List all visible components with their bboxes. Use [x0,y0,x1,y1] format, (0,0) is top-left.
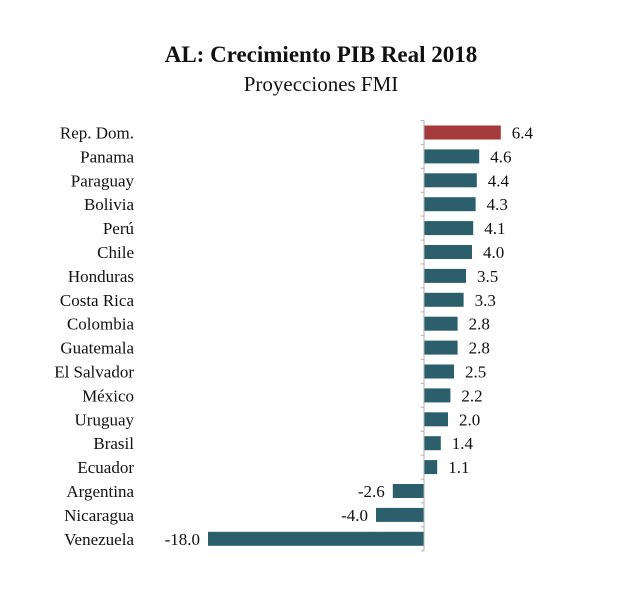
category-label: México [82,386,134,405]
bar-6 [424,268,466,283]
value-label: 2.2 [461,386,482,405]
category-label: Rep. Dom. [60,124,134,143]
value-label: 2.8 [469,339,490,358]
value-label: 4.0 [483,243,504,262]
category-label: Uruguay [75,410,135,429]
value-label: 2.5 [465,363,486,382]
value-label: 2.0 [459,410,480,429]
category-label: Costa Rica [60,291,135,310]
category-label: Chile [97,243,134,262]
category-labels-group: Rep. Dom. Panama Paraguay Bolivia Perú Chile H… [54,124,134,549]
value-label: -18.0 [165,530,200,549]
value-labels-group: 6.44.6 4.4 4.3 4.1 4.0 3.5 3.3 2.8 2.8 2.5 2.2 2.0 1… [165,124,534,549]
bar-14 [424,460,438,475]
bar-7 [424,292,464,307]
axis-ticks-group [421,120,424,552]
chart-title: AL: Crecimiento PIB Real 2018 [165,42,478,67]
category-label: Brasil [93,434,134,453]
bar-3 [424,197,476,212]
category-label: Venezuela [64,530,134,549]
category-label: Nicaragua [64,506,134,525]
bar-4 [424,221,474,236]
category-label: Honduras [68,267,134,286]
bar-11 [424,388,451,403]
bar-9 [424,340,458,355]
bar-5 [424,245,472,259]
category-label: Panama [80,147,134,166]
value-label: 1.1 [448,458,469,477]
value-label: 6.4 [512,124,534,143]
category-label: Paraguay [71,171,135,190]
bar-16 [376,507,424,522]
bar-15 [392,484,424,498]
category-label: Colombia [67,315,135,334]
category-label: El Salvador [54,363,134,382]
bar-13 [424,436,441,451]
value-label: 2.8 [469,315,490,334]
value-label: 4.3 [487,195,508,214]
category-label: Perú [103,219,135,238]
value-label: 4.6 [490,147,511,166]
category-label: Ecuador [77,458,134,477]
value-label: 4.4 [488,171,510,190]
bar-12 [424,412,448,427]
category-label: Guatemala [60,339,134,358]
value-label: 4.1 [484,219,505,238]
value-label: 3.3 [475,291,496,310]
bar-8 [424,316,458,331]
value-label: -2.6 [358,482,385,501]
value-label: -4.0 [341,506,368,525]
bar-10 [424,364,454,379]
value-label: 3.5 [477,267,498,286]
value-label: 1.4 [452,434,474,453]
category-label: Bolivia [84,195,135,214]
bar-17 [208,531,424,546]
category-label: Argentina [66,482,134,501]
bar-2 [424,173,477,188]
bars-group [208,125,501,546]
bar-0 [424,125,501,140]
chart-subtitle: Proyecciones FMI [244,72,399,96]
bar-1 [424,149,480,164]
